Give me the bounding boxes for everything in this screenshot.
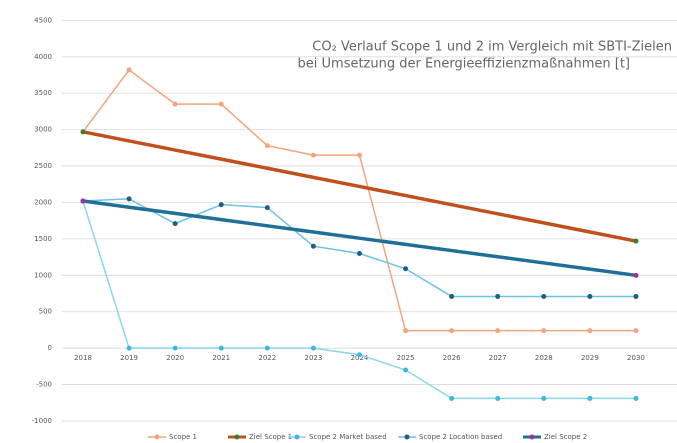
series-line xyxy=(82,199,637,278)
data-point xyxy=(403,328,409,334)
y-tick-label: 4500 xyxy=(34,16,52,24)
data-point xyxy=(356,250,362,256)
data-point xyxy=(80,129,86,135)
y-tick-label: -500 xyxy=(36,381,52,389)
legend-label: Ziel Scope 1 xyxy=(249,433,292,441)
x-tick-label: 2023 xyxy=(304,354,322,362)
data-point xyxy=(633,328,639,334)
series-line xyxy=(82,68,636,332)
x-tick-label: 2025 xyxy=(397,354,415,362)
x-tick-label: 2028 xyxy=(535,354,553,362)
data-point xyxy=(310,152,316,158)
data-point xyxy=(541,395,547,401)
series-line xyxy=(82,200,636,400)
data-point xyxy=(541,328,547,334)
legend-marker xyxy=(154,434,160,440)
x-tick-label: 2027 xyxy=(489,354,507,362)
legend-label: Scope 2 Location based xyxy=(419,433,502,441)
data-point xyxy=(633,272,639,278)
data-point xyxy=(218,202,224,208)
x-tick-label: 2024 xyxy=(351,354,369,362)
legend-marker xyxy=(404,434,410,440)
y-tick-label: 4000 xyxy=(34,53,52,61)
y-tick-label: 0 xyxy=(48,344,52,352)
data-point xyxy=(126,345,132,351)
y-tick-label: 3000 xyxy=(34,126,52,134)
data-point xyxy=(172,221,178,227)
data-point xyxy=(449,328,455,334)
data-point xyxy=(80,198,86,204)
y-tick-label: 1000 xyxy=(34,271,52,279)
data-point xyxy=(449,293,455,299)
data-point xyxy=(633,238,639,244)
x-tick-label: 2022 xyxy=(258,354,276,362)
data-point xyxy=(587,328,593,334)
chart-title: bei Umsetzung der Energieeffizienzmaßnah… xyxy=(298,57,630,72)
series-line xyxy=(82,130,637,243)
legend-label: Scope 1 xyxy=(169,433,197,441)
legend-marker xyxy=(234,434,240,440)
legend-marker xyxy=(529,434,535,440)
data-point xyxy=(172,101,178,107)
x-tick-label: 2019 xyxy=(120,354,138,362)
data-point xyxy=(310,243,316,249)
x-tick-label: 2030 xyxy=(627,354,645,362)
y-tick-label: 500 xyxy=(39,308,52,316)
data-point xyxy=(264,143,270,149)
data-point xyxy=(310,345,316,351)
y-tick-label: 3500 xyxy=(34,89,52,97)
x-tick-label: 2021 xyxy=(212,354,230,362)
x-tick-label: 2026 xyxy=(443,354,461,362)
legend-marker xyxy=(294,434,300,440)
data-point xyxy=(218,101,224,107)
y-tick-label: 1500 xyxy=(34,235,52,243)
y-tick-label: -1000 xyxy=(32,417,52,425)
data-point xyxy=(449,395,455,401)
data-point xyxy=(495,328,501,334)
data-point xyxy=(495,395,501,401)
data-point xyxy=(264,345,270,351)
chart-title: CO₂ Verlauf Scope 1 und 2 im Vergleich m… xyxy=(312,40,672,55)
legend-label: Ziel Scope 2 xyxy=(544,433,587,441)
data-point xyxy=(541,293,547,299)
data-point xyxy=(403,266,409,272)
x-tick-label: 2018 xyxy=(74,354,92,362)
data-point xyxy=(356,352,362,358)
data-point xyxy=(172,345,178,351)
data-point xyxy=(403,367,409,373)
data-point xyxy=(633,293,639,299)
y-tick-label: 2500 xyxy=(34,162,52,170)
data-point xyxy=(264,205,270,211)
data-point xyxy=(633,395,639,401)
y-tick-label: 2000 xyxy=(34,198,52,206)
data-point xyxy=(126,196,132,202)
data-point xyxy=(587,293,593,299)
data-point xyxy=(587,395,593,401)
data-point xyxy=(126,67,132,73)
data-point xyxy=(356,152,362,158)
data-point xyxy=(218,345,224,351)
x-tick-label: 2020 xyxy=(166,354,184,362)
x-tick-label: 2029 xyxy=(581,354,599,362)
legend-label: Scope 2 Market based xyxy=(309,433,387,441)
data-point xyxy=(495,293,501,299)
